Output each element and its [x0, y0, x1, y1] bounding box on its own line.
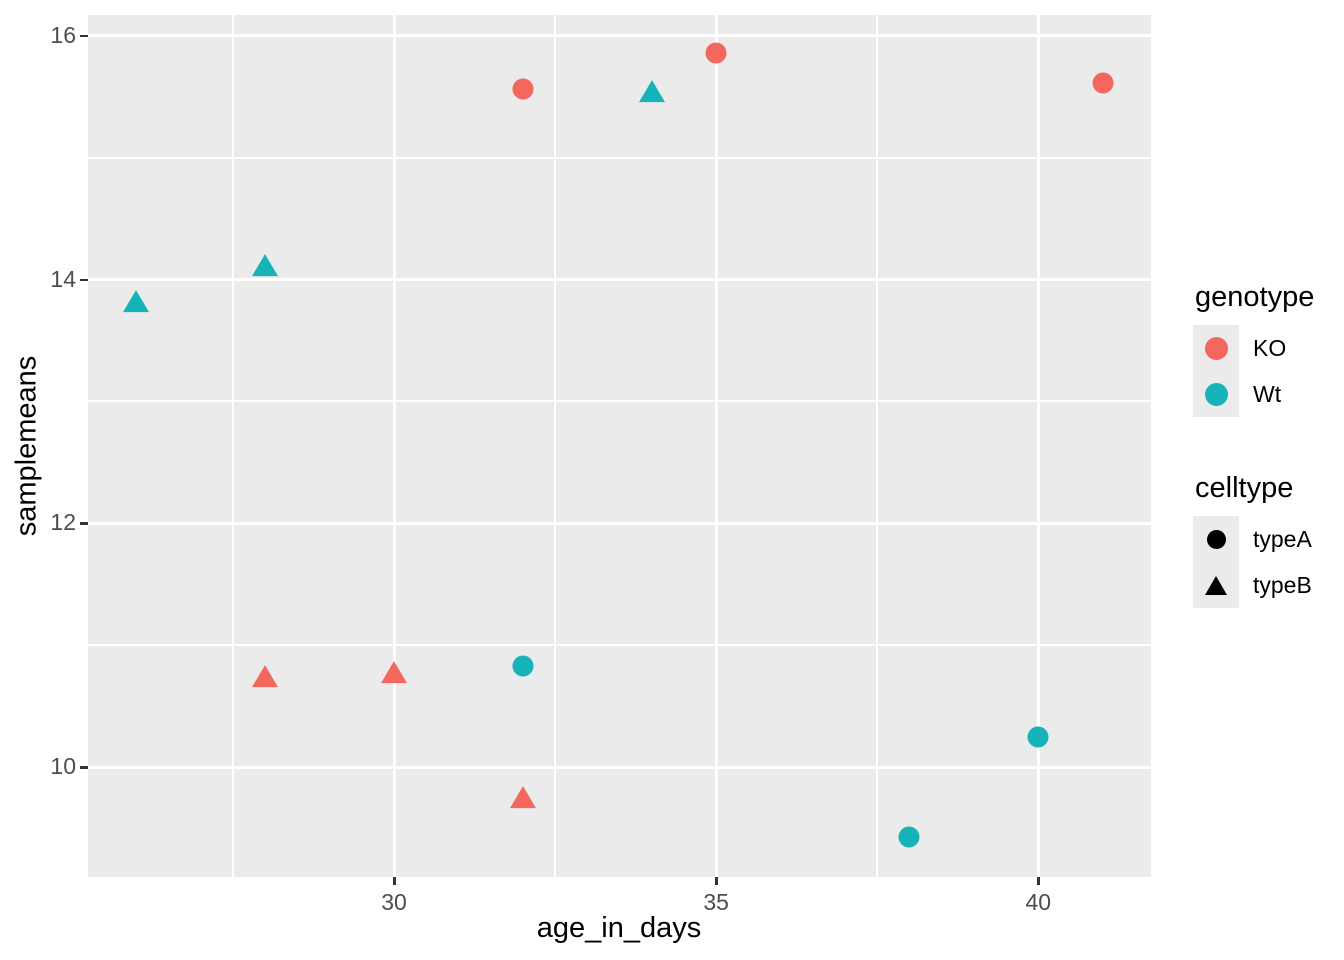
x-tick-label: 35: [703, 889, 729, 915]
legend-genotype: genotype KO Wt: [1193, 281, 1314, 417]
x-minor-gridline: [876, 15, 879, 877]
point-Wt-typeA: [898, 826, 920, 848]
legend-entry-label: typeB: [1253, 571, 1312, 598]
point-KO-typeA: [705, 42, 727, 64]
x-tick-label: 40: [1025, 889, 1052, 915]
legend-celltype: celltype typeA typeB: [1193, 472, 1312, 608]
x-major-gridline: [714, 15, 718, 877]
legend-celltype-title: celltype: [1195, 472, 1294, 504]
legend-entry-KO: KO: [1193, 325, 1314, 371]
x-tick-label: 30: [381, 889, 407, 915]
y-minor-gridline: [88, 400, 1151, 403]
point-Wt-typeA: [512, 655, 534, 677]
Wt-legend-circle-icon: [1204, 382, 1228, 406]
x-minor-gridline: [554, 15, 557, 877]
y-major-gridline: [88, 765, 1151, 769]
legend-key: [1193, 371, 1239, 417]
y-major-gridline: [88, 521, 1151, 525]
y-tick-label: 10: [50, 753, 76, 780]
KO-legend-circle-icon: [1204, 336, 1228, 360]
legend-entry-typeA: typeA: [1193, 516, 1312, 562]
legend-key: [1193, 562, 1239, 608]
y-minor-gridline: [88, 644, 1151, 647]
x-axis-tick: [393, 877, 396, 885]
x-axis-tick: [1037, 877, 1040, 885]
legend-key: [1193, 325, 1239, 371]
plot-panel: [88, 15, 1151, 877]
legend-celltype-keys: typeA typeB: [1193, 516, 1312, 608]
x-major-gridline: [392, 15, 396, 877]
legend-entry-typeB: typeB: [1193, 562, 1312, 608]
x-axis-tick: [715, 877, 718, 885]
legend-key: [1193, 516, 1239, 562]
y-tick-label: 12: [50, 509, 76, 536]
x-axis-title: age_in_days: [536, 912, 702, 944]
y-axis-tick: [80, 766, 88, 769]
x-major-gridline: [1036, 15, 1040, 877]
legend-entry-label: typeA: [1253, 525, 1312, 552]
point-KO-typeB: [381, 661, 407, 684]
y-axis-tick: [80, 522, 88, 525]
point-KO-typeB: [252, 665, 279, 688]
typeA-legend-circle-icon: [1206, 529, 1226, 549]
y-tick-label: 14: [50, 265, 76, 292]
legend-entry-Wt: Wt: [1193, 371, 1314, 417]
point-Wt-typeA: [1027, 726, 1049, 748]
y-major-gridline: [88, 34, 1151, 38]
y-tick-label: 16: [50, 21, 76, 48]
point-KO-typeB: [509, 785, 536, 808]
y-minor-gridline: [88, 156, 1151, 159]
typeB-legend-triangle-icon: [1205, 575, 1227, 595]
legend-entry-label: KO: [1253, 334, 1287, 361]
point-KO-typeA: [512, 78, 534, 100]
y-axis-tick: [80, 278, 88, 282]
legend-genotype-keys: KO Wt: [1193, 325, 1314, 417]
point-Wt-typeB: [123, 289, 150, 312]
y-major-gridline: [88, 278, 1151, 282]
legend-entry-label: Wt: [1253, 380, 1282, 407]
point-Wt-typeB: [638, 79, 665, 102]
legend-genotype-title: genotype: [1195, 281, 1315, 313]
point-Wt-typeB: [252, 254, 279, 277]
x-minor-gridline: [231, 15, 234, 877]
y-axis-tick: [80, 34, 88, 38]
point-KO-typeA: [1092, 72, 1114, 94]
